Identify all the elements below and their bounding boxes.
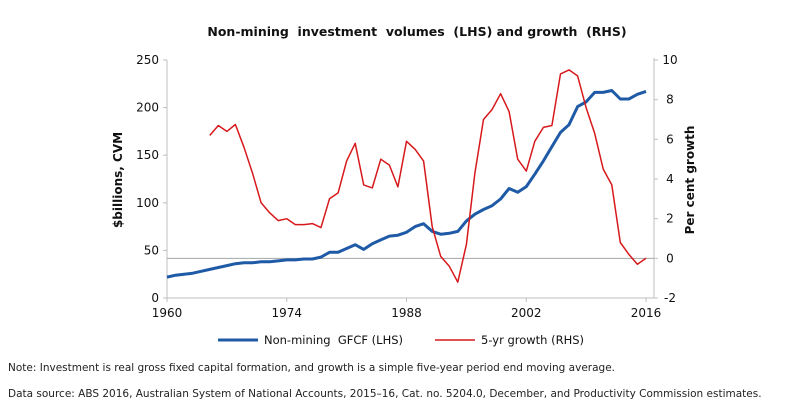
y-right-tick-label: 2: [666, 212, 674, 226]
x-tick-label: 1974: [271, 306, 302, 320]
x-tick-label: 2002: [511, 306, 542, 320]
legend-label-growth: 5-yr growth (RHS): [481, 333, 584, 347]
y-right-tick-label: -2: [664, 291, 676, 305]
y-left-tick-label: 50: [144, 243, 159, 257]
y-right-tick-label: 8: [666, 93, 674, 107]
chart-note: Note: Investment is real gross fixed cap…: [8, 362, 616, 374]
x-tick-label: 1960: [152, 306, 183, 320]
y-axis-right-label: Per cent growth: [683, 126, 697, 235]
y-right-tick-label: 4: [666, 172, 674, 186]
series-line-growth: [209, 69, 647, 283]
legend-label-gfcf: Non-mining GFCF (LHS): [264, 333, 403, 347]
y-left-tick-label: 200: [136, 101, 159, 115]
y-axis-left-label: $billions, CVM: [111, 132, 125, 228]
y-right-tick-label: 6: [666, 132, 674, 146]
series-line-gfcf: [166, 89, 647, 279]
y-right-tick-label: 10: [662, 53, 677, 67]
y-left-tick-label: 100: [136, 196, 159, 210]
legend: Non-mining GFCF (LHS) 5-yr growth (RHS): [218, 333, 584, 347]
y-left-tick-label: 150: [136, 148, 159, 162]
data-source: Data source: ABS 2016, Australian System…: [8, 388, 762, 400]
chart-title: Non-mining investment volumes (LHS) and …: [207, 24, 626, 39]
x-tick-label: 1988: [391, 306, 422, 320]
x-tick-label: 2016: [631, 306, 662, 320]
y-left-tick-label: 0: [151, 291, 159, 305]
y-right-tick-label: 0: [666, 251, 674, 265]
y-left-tick-label: 250: [136, 53, 159, 67]
